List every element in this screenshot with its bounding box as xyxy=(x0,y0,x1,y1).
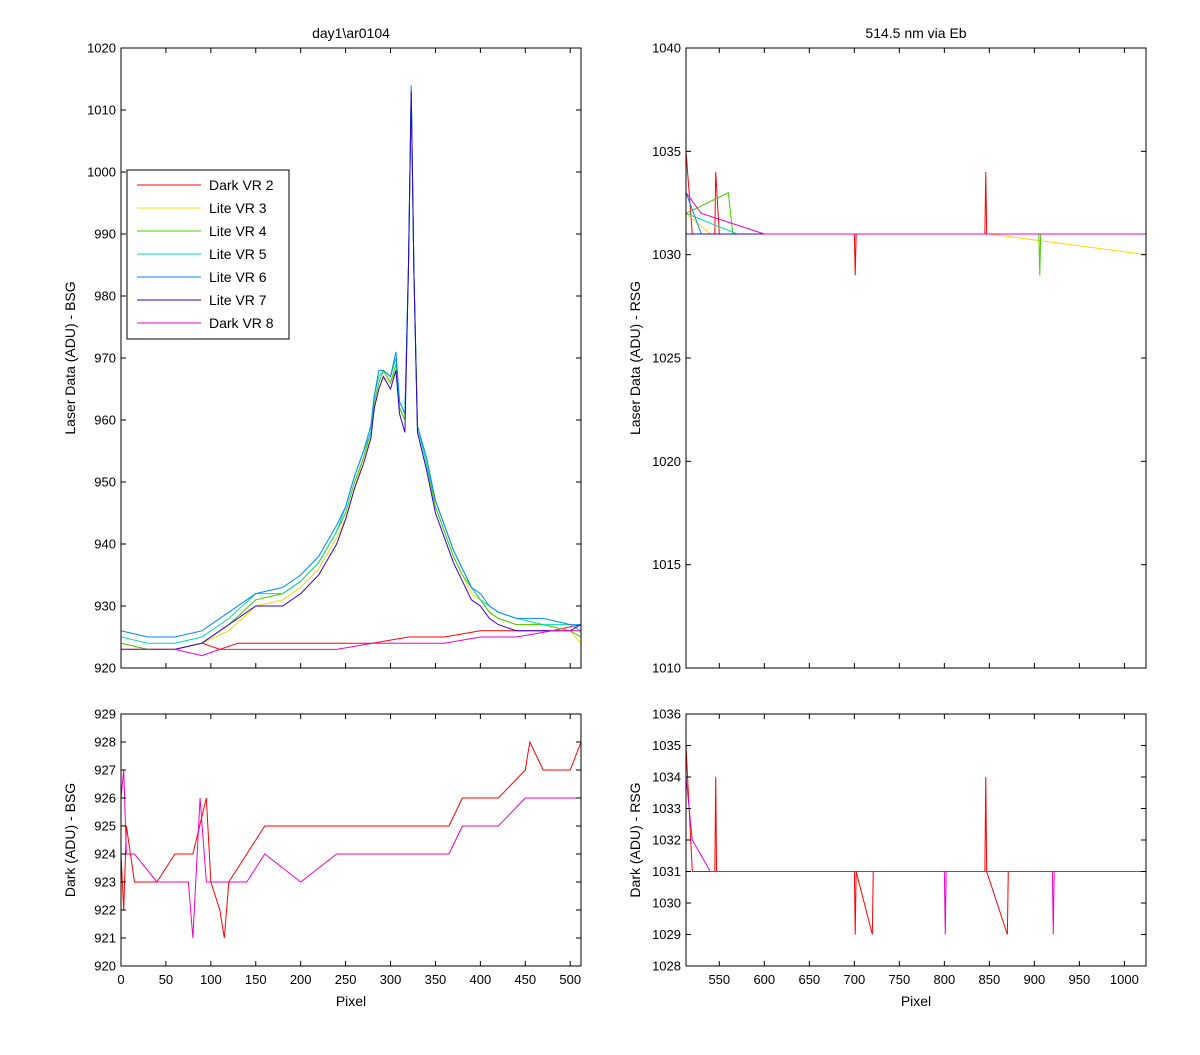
y-tick-label: 970 xyxy=(94,351,116,366)
y-tick-label: 922 xyxy=(94,903,116,918)
legend-label: Lite VR 5 xyxy=(209,246,267,262)
y-tick-label: 950 xyxy=(94,475,116,490)
y-tick-label: 921 xyxy=(94,931,116,946)
x-tick-label: 600 xyxy=(753,972,775,987)
y-tick-label: 1029 xyxy=(652,927,681,942)
x-tick-label: 400 xyxy=(470,972,492,987)
y-axis-label: Dark (ADU) - RSG xyxy=(627,782,643,897)
y-tick-label: 1000 xyxy=(87,165,116,180)
y-axis-label: Laser Data (ADU) - RSG xyxy=(627,281,643,435)
x-tick-label: 450 xyxy=(514,972,536,987)
y-tick-label: 927 xyxy=(94,763,116,778)
series-line-dark-vr-2 xyxy=(121,740,581,939)
y-tick-label: 1010 xyxy=(652,661,681,676)
y-tick-label: 1028 xyxy=(652,959,681,974)
y-tick-label: 1034 xyxy=(652,770,681,785)
y-tick-label: 1032 xyxy=(652,833,681,848)
y-tick-label: 929 xyxy=(94,707,116,722)
axes-frame xyxy=(120,713,582,967)
x-tick-label: 200 xyxy=(290,972,312,987)
x-tick-label: 250 xyxy=(335,972,357,987)
series-line-lite-vr-6 xyxy=(121,85,581,638)
x-tick-label: 50 xyxy=(159,972,173,987)
series-line-dark-vr-8 xyxy=(121,630,581,657)
y-tick-label: 920 xyxy=(94,661,116,676)
x-tick-label: 300 xyxy=(380,972,402,987)
x-tick-label: 100 xyxy=(200,972,222,987)
x-tick-label: 900 xyxy=(1024,972,1046,987)
x-tick-label: 650 xyxy=(798,972,820,987)
x-tick-label: 700 xyxy=(843,972,865,987)
y-tick-label: 920 xyxy=(94,959,116,974)
y-tick-label: 1010 xyxy=(87,103,116,118)
y-tick-label: 1030 xyxy=(652,247,681,262)
y-tick-label: 1031 xyxy=(652,864,681,879)
series-line-1-6 xyxy=(686,192,1146,235)
y-axis-label: Dark (ADU) - BSG xyxy=(62,783,78,897)
y-tick-label: 925 xyxy=(94,819,116,834)
legend-label: Dark VR 8 xyxy=(209,315,274,331)
legend-label: Lite VR 3 xyxy=(209,200,267,216)
series-group xyxy=(686,745,1146,935)
y-tick-label: 1033 xyxy=(652,801,681,816)
x-tick-label: 350 xyxy=(425,972,447,987)
y-tick-label: 928 xyxy=(94,735,116,750)
y-tick-label: 1030 xyxy=(652,896,681,911)
y-tick-label: 990 xyxy=(94,227,116,242)
series-group xyxy=(121,85,581,657)
x-tick-label: 550 xyxy=(708,972,730,987)
x-axis-label: Pixel xyxy=(336,993,366,1009)
x-tick-label: 950 xyxy=(1069,972,1091,987)
x-tick-label: 500 xyxy=(559,972,581,987)
series-line-lite-vr-7 xyxy=(121,91,581,650)
y-tick-label: 1036 xyxy=(652,707,681,722)
chart-top-right: 1010 1015 1020 1025 1030 1035 1040 514.5 nm via… xyxy=(627,25,1147,676)
series-line-dark-vr-8 xyxy=(686,776,1146,935)
y-tick-label: 960 xyxy=(94,413,116,428)
chart-top-left: 920 930 940 950 960 970 980 990 1000 1010 1020 day1… xyxy=(62,25,582,676)
y-tick-label: 1025 xyxy=(652,351,681,366)
y-axis-label: Laser Data (ADU) - BSG xyxy=(62,281,78,434)
legend-label: Lite VR 7 xyxy=(209,292,267,308)
series-line-dark-vr-8 xyxy=(121,769,581,939)
x-tick-label: 850 xyxy=(979,972,1001,987)
y-tick-label: 926 xyxy=(94,791,116,806)
y-tick-label: 980 xyxy=(94,289,116,304)
legend-label: Dark VR 2 xyxy=(209,177,274,193)
chart-title: 514.5 nm via Eb xyxy=(865,25,966,41)
y-tick-label: 940 xyxy=(94,537,116,552)
y-tick-label: 1020 xyxy=(652,454,681,469)
series-group xyxy=(686,151,1146,276)
x-tick-label: 1000 xyxy=(1110,972,1139,987)
x-axis-label: Pixel xyxy=(901,993,931,1009)
y-tick-label: 1040 xyxy=(652,41,681,56)
chart-title: day1\ar0104 xyxy=(312,25,390,41)
x-tick-label: 750 xyxy=(888,972,910,987)
y-tick-label: 930 xyxy=(94,599,116,614)
series-group xyxy=(121,740,581,939)
y-tick-label: 1035 xyxy=(652,738,681,753)
chart-bottom-left: 0 50 100 150 200 250 300 350 400 450 500 920 921 922 9… xyxy=(62,707,582,1009)
x-tick-label: 150 xyxy=(245,972,267,987)
chart-bottom-right: 550 600 650 700 750 800 850 900 950 1000 1028 1029 1… xyxy=(627,707,1147,1009)
y-tick-label: 1020 xyxy=(87,41,116,56)
y-tick-label: 1035 xyxy=(652,144,681,159)
y-tick-label: 923 xyxy=(94,875,116,890)
x-tick-label: 0 xyxy=(117,972,124,987)
y-tick-label: 924 xyxy=(94,847,116,862)
legend-label: Lite VR 6 xyxy=(209,269,267,285)
y-tick-label: 1015 xyxy=(652,557,681,572)
legend: Dark VR 2 Lite VR 3 Lite VR 4 Lite VR 5 Lite… xyxy=(126,169,290,340)
x-tick-label: 800 xyxy=(934,972,956,987)
legend-label: Lite VR 4 xyxy=(209,223,267,239)
